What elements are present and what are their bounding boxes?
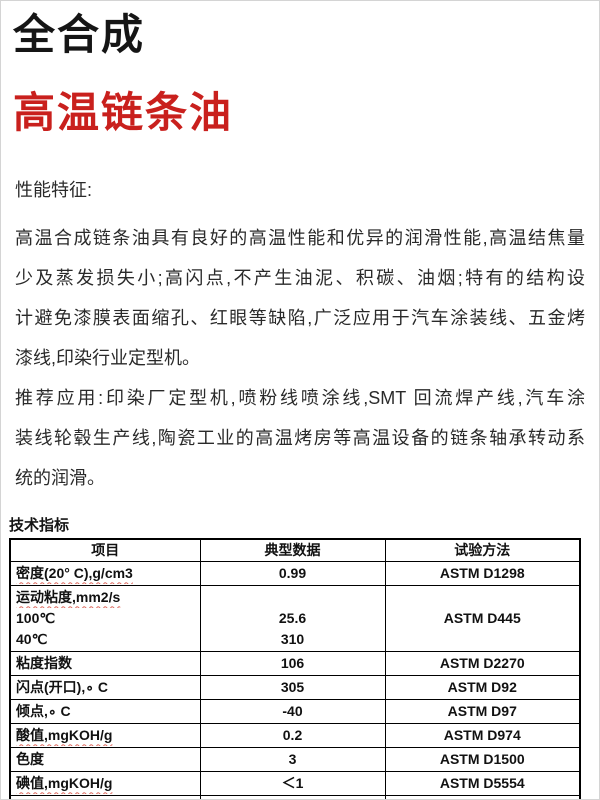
text-line: 装线轮毂生产线,陶瓷工业的高温烤房等高温设备的链条轴承转动系 — [15, 427, 585, 448]
value-text: 25.6 — [278, 609, 307, 626]
table-row: 碘值,mgKOH/g ＜1 ASTM D5554 — [9, 770, 581, 796]
item-cell: 酸值,mgKOH/g — [9, 722, 201, 748]
value-text: 3 — [288, 750, 297, 767]
table-row: 闪点(开口),∘ C 305 ASTM D92 — [9, 674, 581, 700]
spec-table: 项目 典型数据 试验方法 密度(20° C),g/cm3 0.99 ASTM D1298… — [9, 537, 581, 800]
item-cell: 碘值,mgKOH/g — [9, 770, 201, 796]
item-label: 酸值,mgKOH/g — [16, 726, 113, 743]
method-cell: ASTM D1500 — [384, 746, 581, 772]
item-cell: 粘度指数 — [9, 650, 201, 676]
value-cell: 3 — [199, 746, 386, 772]
method-cell: ASTM D445 — [384, 584, 581, 652]
value-text: 0.2 — [282, 726, 303, 743]
value-text: 3 — [206, 797, 380, 800]
title-block: 全合成 高温链条油 — [1, 1, 599, 138]
table-caption: 技术指标 — [9, 516, 70, 534]
method-cell: ASTM D974 — [384, 722, 581, 748]
value-cell: ＜1 — [199, 770, 386, 796]
item-cell: 羟值,mgKOH/g — [9, 794, 201, 800]
item-label: 密度(20° C),g/cm3 — [16, 564, 133, 581]
header-row: 项目 典型数据 试验方法 — [9, 538, 581, 562]
value-cell: 3 — [199, 794, 386, 800]
method-cell: ASTM D97 — [384, 698, 581, 724]
value-text: -40 — [282, 702, 303, 719]
item-label: 倾点,∘ C — [16, 702, 71, 719]
method-cell: ASTM D5554 — [384, 770, 581, 796]
value-text: 0.99 — [278, 564, 307, 581]
table-row: 粘度指数 106 ASTM D2270 — [9, 650, 581, 676]
text-line: 少及蒸发损失小;高闪点,不产生油泥、积碳、油烟;特有的结构设 — [15, 267, 585, 288]
item-label: 100℃ — [16, 609, 56, 626]
item-cell: 密度(20° C),g/cm3 — [9, 560, 201, 586]
value-text: 310 — [280, 630, 305, 647]
text-line: 统的润滑。 — [15, 467, 105, 488]
item-label: 40℃ — [16, 630, 48, 647]
value-text: 106 — [280, 654, 305, 671]
body-text: 性能特征: 高温合成链条油具有良好的高温性能和优异的润滑性能,高温结焦量 少及蒸发损… — [1, 170, 599, 498]
method-cell: ASTM D2270 — [384, 650, 581, 676]
item-cell: 色度 — [9, 746, 201, 772]
item-label: 粘度指数 — [16, 654, 72, 671]
column-header: 项目 — [9, 538, 201, 562]
value-cell: 25.6 310 — [199, 584, 386, 652]
value-text: ＜1 — [281, 774, 304, 791]
spec-table-body: 密度(20° C),g/cm3 0.99 ASTM D1298 运动粘度,mm2/s 1… — [9, 560, 581, 800]
table-row: 色度 3 ASTM D1500 — [9, 746, 581, 772]
method-cell: ASTM D92 — [384, 674, 581, 700]
value-cell: 305 — [199, 674, 386, 700]
product-title-main: 高温链条油 — [13, 89, 234, 137]
column-header: 典型数据 — [199, 538, 386, 562]
item-label: 闪点(开口),∘ C — [16, 678, 108, 695]
text-line: 漆线,印染行业定型机。 — [15, 347, 200, 368]
value-cell: -40 — [199, 698, 386, 724]
value-text: 305 — [280, 678, 305, 695]
column-header: 试验方法 — [384, 538, 581, 562]
item-label: 羟值,mgKOH/g — [16, 797, 195, 800]
item-label: 色度 — [16, 750, 44, 767]
table-row: 倾点,∘ C -40 ASTM D97 — [9, 698, 581, 724]
table-row: 酸值,mgKOH/g 0.2 ASTM D974 — [9, 722, 581, 748]
value-text — [206, 587, 380, 608]
section-heading: 性能特征: — [15, 179, 93, 200]
product-title-prefix: 全合成 — [13, 11, 146, 58]
table-row: 密度(20° C),g/cm3 0.99 ASTM D1298 — [9, 560, 581, 586]
value-cell: 106 — [199, 650, 386, 676]
item-label: 碘值,mgKOH/g — [16, 774, 113, 791]
value-cell: 0.2 — [199, 722, 386, 748]
text-line: 推荐应用:印染厂定型机,喷粉线喷涂线,SMT 回流焊产线,汽车涂 — [15, 387, 585, 408]
text-line: 计避免漆膜表面缩孔、红眼等缺陷,广泛应用于汽车涂装线、五金烤 — [15, 307, 585, 328]
method-cell: ASTM D1957 — [384, 794, 581, 799]
method-cell: ASTM D1298 — [384, 560, 581, 586]
text-line: 高温合成链条油具有良好的高温性能和优异的润滑性能,高温结焦量 — [15, 227, 585, 248]
item-cell: 闪点(开口),∘ C — [9, 674, 201, 700]
value-cell: 0.99 — [199, 560, 386, 586]
item-cell: 运动粘度,mm2/s 100℃ 40℃ — [9, 584, 201, 652]
spec-table-head: 项目 典型数据 试验方法 — [9, 538, 581, 562]
table-row: 羟值,mgKOH/g 3 ASTM D1957 — [9, 794, 581, 800]
item-cell: 倾点,∘ C — [9, 698, 201, 724]
table-row: 运动粘度,mm2/s 100℃ 40℃ 25.6 310 ASTM D445 — [9, 584, 581, 652]
item-label: 运动粘度,mm2/s — [16, 588, 121, 605]
